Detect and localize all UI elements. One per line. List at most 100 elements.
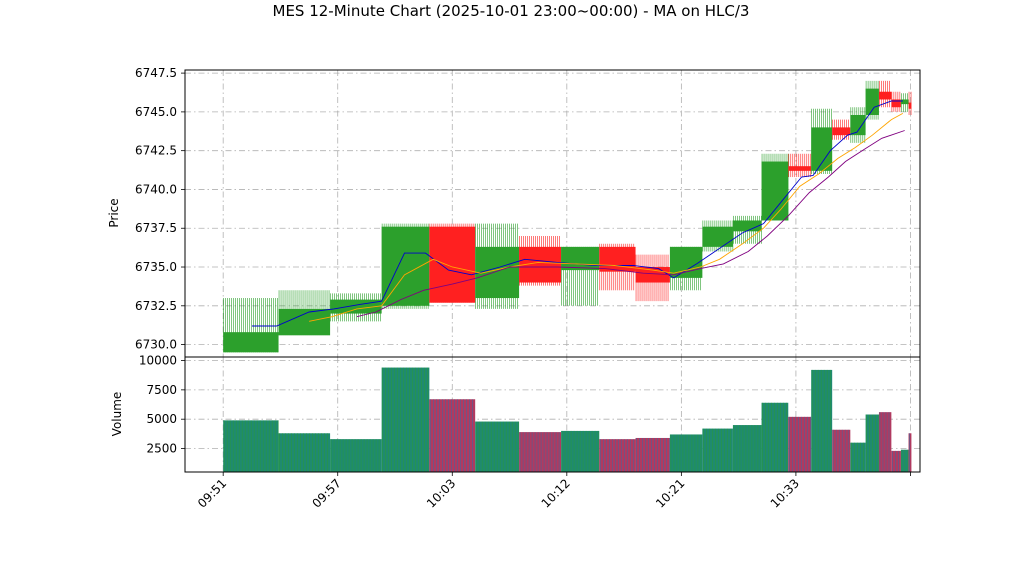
volume-tick-label: 10000 xyxy=(139,354,177,368)
volume-bar-fill xyxy=(865,414,879,472)
volume-bar xyxy=(702,428,733,472)
moving-average-lines xyxy=(251,100,905,327)
volume-bar xyxy=(732,425,762,472)
time-tick-label: 10:33 xyxy=(768,476,802,510)
moving-average-line xyxy=(251,100,903,327)
volume-bar-fill xyxy=(599,439,636,472)
volume-panel: 2500 5000 7500 10000 Volume xyxy=(110,354,921,473)
time-x-axis: 09:51 09:57 10:03 10:12 10:21 10:33 xyxy=(195,472,911,511)
candle-body xyxy=(788,166,812,171)
volume-bar-fill xyxy=(811,369,833,472)
time-tick-label: 10:12 xyxy=(539,476,573,510)
volume-bar-fill xyxy=(908,433,912,472)
candle-body xyxy=(599,246,636,272)
volume-y-axis: 2500 5000 7500 10000 xyxy=(139,354,185,456)
candle xyxy=(381,223,430,309)
price-y-axis: 6730.0 6732.5 6735.0 6737.5 6740.0 6742.5 6745… xyxy=(135,66,185,352)
volume-bar xyxy=(519,432,562,472)
candle-body xyxy=(832,127,851,136)
volume-bars xyxy=(223,367,912,472)
candle xyxy=(702,220,734,252)
candle xyxy=(850,107,866,143)
volume-bar-fill xyxy=(519,432,562,472)
candle-body xyxy=(850,114,866,136)
volume-bar-fill xyxy=(330,439,382,472)
price-tick-label: 6732.5 xyxy=(135,299,177,313)
candle xyxy=(635,254,670,302)
volume-bar xyxy=(878,412,892,472)
volume-axis-label: Volume xyxy=(110,392,124,437)
price-tick-label: 6730.0 xyxy=(135,338,177,352)
chart-title: MES 12-Minute Chart (2025-10-01 23:00~00… xyxy=(273,2,750,20)
candle xyxy=(900,93,909,112)
time-tick-label: 10:03 xyxy=(424,476,458,510)
candle-body xyxy=(475,246,520,299)
candle xyxy=(891,91,901,112)
volume-tick-label: 5000 xyxy=(146,412,177,426)
volume-tick-label: 2500 xyxy=(146,442,177,456)
volume-bar xyxy=(381,367,430,472)
candle xyxy=(429,223,476,303)
price-tick-label: 6747.5 xyxy=(135,66,177,80)
volume-bar-fill xyxy=(702,428,733,472)
moving-average-line xyxy=(356,130,905,318)
candle-body xyxy=(381,226,430,306)
candle xyxy=(832,119,851,140)
candle-body xyxy=(561,246,600,271)
volume-bar xyxy=(599,439,636,472)
time-tick-label: 10:21 xyxy=(653,476,687,510)
candle-body xyxy=(635,267,670,283)
price-axis-label: Price xyxy=(107,198,121,227)
moving-average-line xyxy=(309,113,904,322)
candle xyxy=(788,153,812,178)
candle-body xyxy=(761,161,789,221)
candle-body xyxy=(891,99,901,108)
volume-bar xyxy=(900,449,909,472)
volume-bar xyxy=(475,421,520,472)
candle-body xyxy=(702,226,733,247)
candle xyxy=(561,246,600,306)
price-panel: 6730.0 6732.5 6735.0 6737.5 6740.0 6742.5 6745… xyxy=(107,66,921,358)
price-tick-label: 6745.0 xyxy=(135,105,177,119)
volume-bar-fill xyxy=(732,425,762,472)
volume-bar xyxy=(908,433,912,472)
volume-bar xyxy=(330,439,382,472)
time-tick-label: 09:51 xyxy=(195,476,229,510)
volume-bar-fill xyxy=(788,416,812,472)
volume-bar xyxy=(761,402,789,472)
candle-body xyxy=(732,220,762,232)
candle xyxy=(278,290,331,336)
candle-body xyxy=(811,127,833,171)
candle xyxy=(669,246,703,291)
price-tick-label: 6737.5 xyxy=(135,221,177,235)
price-tick-label: 6740.0 xyxy=(135,182,177,196)
candle xyxy=(908,91,912,115)
volume-bar xyxy=(669,434,703,472)
volume-bar-fill xyxy=(278,433,331,472)
candle xyxy=(599,243,636,291)
volume-bar-fill xyxy=(223,420,279,472)
volume-tick-label: 7500 xyxy=(146,383,177,397)
volume-bar xyxy=(561,430,600,472)
candle-body xyxy=(908,102,912,109)
volume-bar xyxy=(223,420,279,472)
volume-bar xyxy=(850,442,866,472)
candle xyxy=(878,80,892,108)
volume-bar xyxy=(635,437,670,472)
volume-bar xyxy=(832,429,851,472)
candle xyxy=(865,80,879,120)
volume-bar-fill xyxy=(891,450,901,472)
price-tick-label: 6742.5 xyxy=(135,144,177,158)
time-tick-label: 09:57 xyxy=(309,476,343,510)
volume-plot-frame xyxy=(184,356,921,473)
volume-bar-fill xyxy=(878,412,892,472)
candle-body xyxy=(878,91,892,100)
volume-bar xyxy=(811,369,833,472)
volume-bar-fill xyxy=(429,399,476,472)
candle xyxy=(732,215,762,244)
candle-body xyxy=(429,226,476,303)
price-tick-label: 6735.0 xyxy=(135,260,177,274)
volume-bar xyxy=(429,399,476,472)
candle-body xyxy=(865,88,879,115)
